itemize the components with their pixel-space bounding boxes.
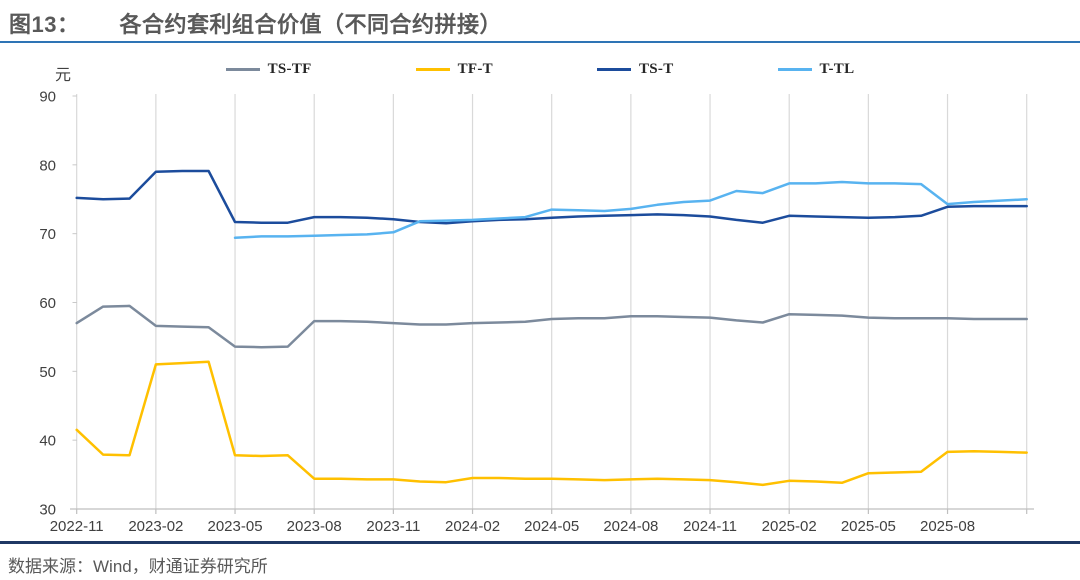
data-source-note: 数据来源：Wind，财通证券研究所 bbox=[8, 557, 268, 576]
chart-legend: TS-TF TF-T TS-T T-TL bbox=[0, 61, 1080, 78]
x-axis-label: 2023-08 bbox=[287, 518, 342, 535]
legend-label: T-TL bbox=[819, 61, 855, 77]
x-axis-label: 2025-02 bbox=[762, 518, 817, 535]
title-underline bbox=[0, 41, 1080, 43]
legend-item-TF-T: TF-T bbox=[415, 61, 493, 78]
series-line-TS-TF bbox=[75, 304, 1028, 349]
legend-label: TS-TF bbox=[267, 61, 312, 77]
legend-item-TS-TF: TS-TF bbox=[225, 61, 312, 78]
legend-line-marker bbox=[777, 68, 812, 71]
x-axis-label: 2024-08 bbox=[603, 518, 658, 535]
figure-title: 图13： 各合约套利组合价值（不同合约拼接） bbox=[9, 7, 502, 39]
legend-label: TF-T bbox=[457, 61, 493, 77]
figure-number: 图13： bbox=[9, 12, 80, 37]
x-axis-label: 2023-02 bbox=[128, 518, 183, 535]
x-axis-label: 2024-11 bbox=[683, 518, 737, 535]
legend-line-marker bbox=[596, 68, 631, 71]
y-axis-label: 30 bbox=[39, 502, 56, 519]
series-line-T-TL bbox=[233, 180, 1028, 240]
series-line-TS-T bbox=[75, 169, 1028, 225]
x-axis-label: 2024-05 bbox=[524, 518, 579, 535]
y-axis-label: 60 bbox=[39, 295, 56, 312]
legend-item-TS-T: TS-T bbox=[596, 61, 674, 78]
x-axis-label: 2023-05 bbox=[208, 518, 263, 535]
y-axis-label: 90 bbox=[39, 89, 56, 106]
legend-line-marker bbox=[415, 68, 450, 71]
x-axis-label: 2025-05 bbox=[841, 518, 896, 535]
figure-title-text: 各合约套利组合价值（不同合约拼接） bbox=[119, 12, 502, 37]
y-axis-unit-label: 元 bbox=[55, 67, 72, 84]
y-axis-label: 80 bbox=[39, 157, 56, 174]
series-line-TF-T bbox=[75, 360, 1028, 487]
x-axis-label: 2023-11 bbox=[366, 518, 420, 535]
x-axis-label: 2022-11 bbox=[50, 518, 104, 535]
x-axis-label: 2025-08 bbox=[920, 518, 975, 535]
y-axis-label: 40 bbox=[39, 433, 56, 450]
legend-line-marker bbox=[225, 68, 260, 71]
y-axis-label: 50 bbox=[39, 364, 56, 381]
footer-divider bbox=[0, 541, 1080, 544]
y-axis-label: 70 bbox=[39, 226, 56, 243]
x-axis-label: 2024-02 bbox=[445, 518, 500, 535]
legend-label: TS-T bbox=[638, 61, 674, 77]
legend-item-T-TL: T-TL bbox=[777, 61, 855, 78]
